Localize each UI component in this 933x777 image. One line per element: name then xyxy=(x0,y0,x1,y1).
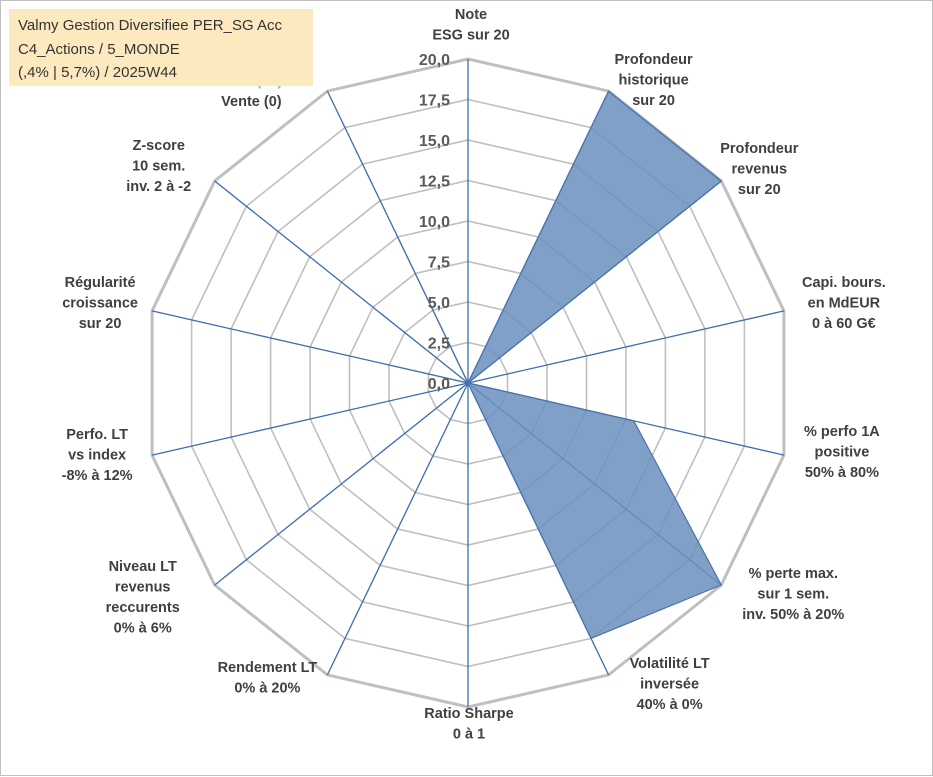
tick-label: 12,5 xyxy=(419,174,450,191)
axis-label-line: -8% à 12% xyxy=(62,468,133,484)
axis-label: Volatilité LT inversée 40% à 0% xyxy=(630,656,710,713)
axis-label: Régularité croissance sur 20 xyxy=(62,275,138,332)
chart-title-box: Valmy Gestion Diversifiee PER_SG Acc C4_… xyxy=(9,9,313,86)
axis-label-line: Note xyxy=(455,7,487,23)
axis-label-line: sur 20 xyxy=(738,182,781,198)
axis-label-line: Profondeur xyxy=(615,52,693,68)
axis-label-line: 40% à 0% xyxy=(637,697,703,713)
tick-label: 0,0 xyxy=(428,376,450,393)
axis-label: Capi. bours. en MdEUR 0 à 60 G€ xyxy=(802,275,886,332)
axis-label-line: Régularité xyxy=(65,275,136,291)
chart-title-line-3: (,4% | 5,7%) / 2025W44 xyxy=(18,64,177,81)
series-area xyxy=(383,90,722,640)
axis-label-line: 0% à 20% xyxy=(234,680,300,696)
axis-label: Ratio Sharpe 0 à 1 xyxy=(424,706,513,743)
axis-spoke xyxy=(214,180,469,384)
axis-label-line: inversée xyxy=(640,676,699,692)
tick-label: 5,0 xyxy=(428,295,450,312)
axis-label-line: ESG sur 20 xyxy=(432,28,509,44)
axis-label-line: revenus xyxy=(731,162,787,178)
axis-label-line: 0 à 1 xyxy=(453,727,485,743)
axis-label-line: Rendement LT xyxy=(218,660,318,676)
axis-label-line: Z-score xyxy=(133,138,185,154)
axis-label-line: % perfo 1A xyxy=(804,424,880,440)
axis-label-line: Capi. bours. xyxy=(802,275,886,291)
axis-label-line: Ratio Sharpe xyxy=(424,706,513,722)
axis-label-line: sur 1 sem. xyxy=(757,587,829,603)
axis-label-line: 0% à 6% xyxy=(114,621,172,637)
axis-label: Z-score 10 sem. inv. 2 à -2 xyxy=(126,138,191,195)
tick-label: 15,0 xyxy=(419,133,450,150)
tick-label: 17,5 xyxy=(419,93,450,110)
axis-spoke xyxy=(151,382,469,456)
axis-label-line: historique xyxy=(619,73,689,89)
axis-label-line: sur 20 xyxy=(79,316,122,332)
axis-label-line: vs index xyxy=(68,448,126,464)
axis-label: Profondeur historique sur 20 xyxy=(615,52,693,109)
axis-label-line: positive xyxy=(815,445,870,461)
axis-label: Perfo. LT vs index -8% à 12% xyxy=(62,427,133,484)
axis-spoke xyxy=(214,382,469,586)
axis-spoke xyxy=(326,382,469,676)
axis-label-line: Perfo. LT xyxy=(66,427,128,443)
axis-label-line: revenus xyxy=(115,580,171,596)
axis-label-line: 50% à 80% xyxy=(805,465,879,481)
axis-label-line: croissance xyxy=(62,295,138,311)
axis-label-line: Niveau LT xyxy=(109,559,177,575)
radar-series xyxy=(383,90,722,640)
tick-label: 2,5 xyxy=(428,336,450,353)
axis-label-line: Volatilité LT xyxy=(630,656,710,672)
axis-label: Note ESG sur 20 xyxy=(432,7,509,44)
axis-label: % perte max. sur 1 sem. inv. 50% à 20% xyxy=(742,566,844,623)
axis-spoke xyxy=(467,310,785,384)
tick-label: 20,0 xyxy=(419,52,450,69)
chart-title-line-2: C4_Actions / 5_MONDE xyxy=(18,40,180,58)
axis-label-line: inv. 50% à 20% xyxy=(742,607,844,623)
axis-label: Profondeur revenus sur 20 xyxy=(720,141,798,198)
axis-label-line: en MdEUR xyxy=(808,295,881,311)
axis-label-line: reccurents xyxy=(106,600,180,616)
axis-label-line: 10 sem. xyxy=(132,159,185,175)
axis-label-line: 0 à 60 G€ xyxy=(812,316,876,332)
axis-label-line: Vente (0) xyxy=(221,94,282,110)
tick-label: 10,0 xyxy=(419,214,450,231)
axis-label: Rendement LT 0% à 20% xyxy=(218,660,318,697)
axis-label-line: Profondeur xyxy=(720,141,798,157)
tick-label: 7,5 xyxy=(428,255,450,272)
chart-title-line-1: Valmy Gestion Diversifiee PER_SG Acc xyxy=(18,17,282,34)
axis-label-line: inv. 2 à -2 xyxy=(126,179,191,195)
axis-label: Niveau LT revenus reccurents 0% à 6% xyxy=(106,559,180,637)
axis-label: % perfo 1A positive 50% à 80% xyxy=(804,424,880,481)
radar-tick-labels: 0,0 2,5 5,0 7,5 10,0 12,5 15,0 17,5 20,0 xyxy=(419,52,450,393)
axis-label-line: % perte max. xyxy=(749,566,838,582)
axis-label-line: sur 20 xyxy=(632,93,675,109)
